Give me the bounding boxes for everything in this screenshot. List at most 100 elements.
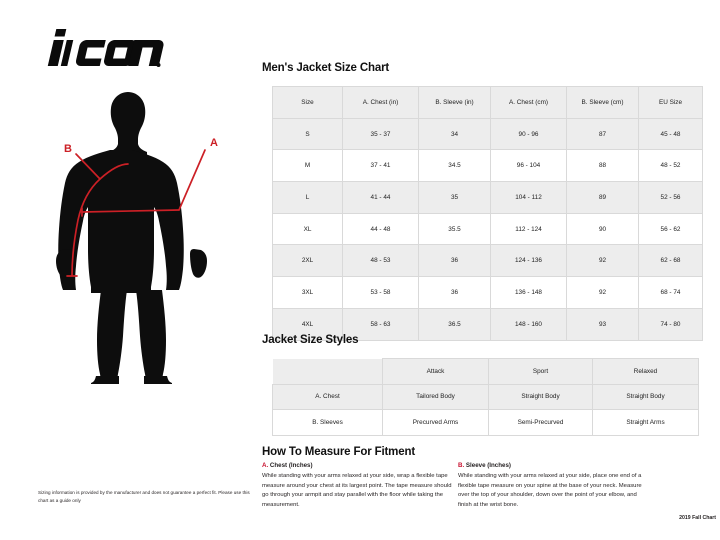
sizing-disclaimer: Sizing information is provided by the ma… — [38, 490, 250, 504]
cell-sleeve-in: 34 — [418, 117, 491, 151]
cell-eu-size: 52 - 56 — [638, 181, 703, 214]
size-chart-heading: Men's Jacket Size Chart — [262, 62, 390, 74]
style-cell-attack: Precurved Arms — [382, 409, 489, 436]
fitment-sleeve-title-text: Sleeve (Inches) — [465, 462, 511, 469]
mens-jacket-size-table: Size A. Chest (in) B. Sleeve (in) A. Che… — [272, 86, 703, 341]
cell-chest-in: 58 - 63 — [342, 307, 419, 341]
cell-sleeve-cm: 92 — [566, 244, 639, 278]
col-header-sleeve-cm: B. Sleeve (cm) — [566, 86, 639, 119]
icon-brand-logo — [34, 26, 164, 72]
table-row: 3XL 53 - 58 36 136 - 148 92 68 - 74 — [272, 276, 703, 309]
col-header-sleeve-in: B. Sleeve (in) — [418, 86, 491, 119]
style-header-sport: Sport — [488, 358, 593, 385]
cell-eu-size: 62 - 68 — [638, 244, 703, 278]
cell-chest-in: 44 - 48 — [342, 212, 419, 246]
col-header-chest-in: A. Chest (in) — [342, 86, 419, 119]
styles-header-row: Attack Sport Relaxed — [272, 358, 699, 385]
table-row: XL 44 - 48 35.5 112 - 124 90 56 - 62 — [272, 212, 703, 246]
cell-chest-cm: 90 - 96 — [490, 117, 567, 151]
table-row: S 35 - 37 34 90 - 96 87 45 - 48 — [272, 117, 703, 151]
cell-chest-cm: 112 - 124 — [490, 212, 567, 246]
cell-chest-in: 37 - 41 — [342, 149, 419, 183]
style-cell-sport: Straight Body — [488, 383, 593, 411]
styles-corner-cell — [272, 358, 383, 385]
table-row: M 37 - 41 34.5 96 - 104 88 48 - 52 — [272, 149, 703, 183]
table-row: 2XL 48 - 53 36 124 - 136 92 62 - 68 — [272, 244, 703, 278]
style-row-label: B. Sleeves — [272, 409, 383, 436]
cell-sleeve-in: 34.5 — [418, 149, 491, 183]
cell-sleeve-cm: 88 — [566, 149, 639, 183]
label-b-text: B — [64, 143, 72, 155]
cell-sleeve-in: 35 — [418, 181, 491, 214]
cell-size: 2XL — [272, 244, 343, 278]
cell-chest-cm: 148 - 160 — [490, 307, 567, 341]
style-cell-relaxed: Straight Arms — [592, 409, 699, 436]
chart-edition-label: 2019 Fall Chart — [679, 515, 716, 521]
cell-sleeve-cm: 89 — [566, 181, 639, 214]
cell-chest-in: 48 - 53 — [342, 244, 419, 278]
style-cell-attack: Tailored Body — [382, 383, 489, 411]
table-row: 4XL 58 - 63 36.5 148 - 160 93 74 - 80 — [272, 307, 703, 341]
style-row-label: A. Chest — [272, 383, 383, 411]
cell-chest-in: 41 - 44 — [342, 181, 419, 214]
col-header-chest-cm: A. Chest (cm) — [490, 86, 567, 119]
cell-sleeve-in: 35.5 — [418, 212, 491, 246]
jacket-size-styles-table: Attack Sport Relaxed A. Chest Tailored B… — [272, 358, 699, 436]
label-b-leader — [75, 153, 101, 180]
style-cell-sport: Semi-Precurved — [488, 409, 593, 436]
cell-chest-cm: 104 - 112 — [490, 181, 567, 214]
col-header-eu-size: EU Size — [638, 86, 703, 119]
cell-eu-size: 74 - 80 — [638, 307, 703, 341]
style-header-relaxed: Relaxed — [592, 358, 699, 385]
fitment-sleeve-letter: B. — [458, 462, 465, 469]
cell-sleeve-in: 36 — [418, 276, 491, 309]
cell-sleeve-in: 36 — [418, 244, 491, 278]
fitment-chest-block: A. Chest (Inches) While standing with yo… — [262, 461, 454, 510]
col-header-size: Size — [272, 86, 343, 119]
cell-sleeve-cm: 90 — [566, 212, 639, 246]
fitment-chest-title-text: Chest (Inches) — [269, 462, 313, 469]
right-panel: Men's Jacket Size Chart Size A. Chest (i… — [258, 0, 720, 540]
cell-eu-size: 68 - 74 — [638, 276, 703, 309]
cell-eu-size: 48 - 52 — [638, 149, 703, 183]
measurement-figure-illustration: A B — [24, 84, 252, 386]
cell-chest-cm: 136 - 148 — [490, 276, 567, 309]
left-panel: A B Sizing information is provided by th… — [0, 0, 258, 540]
fitment-chest-title: A. Chest (Inches) — [262, 461, 454, 471]
cell-size: M — [272, 149, 343, 183]
cell-size: S — [272, 117, 343, 151]
fitment-sleeve-body: While standing with your arms relaxed at… — [458, 473, 642, 508]
cell-chest-cm: 96 - 104 — [490, 149, 567, 183]
jacket-size-styles-heading: Jacket Size Styles — [262, 334, 359, 346]
how-to-measure-heading: How To Measure For Fitment — [262, 446, 416, 458]
cell-size: 3XL — [272, 276, 343, 309]
table-row: L 41 - 44 35 104 - 112 89 52 - 56 — [272, 181, 703, 214]
size-table-header-row: Size A. Chest (in) B. Sleeve (in) A. Che… — [272, 86, 703, 119]
cell-chest-in: 53 - 58 — [342, 276, 419, 309]
cell-size: L — [272, 181, 343, 214]
cell-sleeve-in: 36.5 — [418, 307, 491, 341]
cell-size: XL — [272, 212, 343, 246]
chest-measure-line — [81, 209, 180, 213]
cell-chest-cm: 124 - 136 — [490, 244, 567, 278]
fitment-chest-letter: A. — [262, 462, 269, 469]
table-row: A. Chest Tailored Body Straight Body Str… — [272, 383, 699, 411]
cell-sleeve-cm: 92 — [566, 276, 639, 309]
table-row: B. Sleeves Precurved Arms Semi-Precurved… — [272, 409, 699, 436]
body-silhouette — [56, 92, 207, 386]
fitment-sleeve-title: B. Sleeve (Inches) — [458, 461, 650, 471]
sleeve-measure-line — [71, 163, 129, 277]
cell-sleeve-cm: 87 — [566, 117, 639, 151]
measure-lines — [66, 149, 206, 277]
cell-sleeve-cm: 93 — [566, 307, 639, 341]
label-a-leader — [178, 149, 206, 211]
cell-size: 4XL — [272, 307, 343, 341]
cell-chest-in: 35 - 37 — [342, 117, 419, 151]
style-cell-relaxed: Straight Body — [592, 383, 699, 411]
style-header-attack: Attack — [382, 358, 489, 385]
label-a-text: A — [210, 137, 218, 149]
cell-eu-size: 56 - 62 — [638, 212, 703, 246]
cell-eu-size: 45 - 48 — [638, 117, 703, 151]
fitment-sleeve-block: B. Sleeve (Inches) While standing with y… — [458, 461, 650, 510]
fitment-chest-body: While standing with your arms relaxed at… — [262, 473, 452, 508]
